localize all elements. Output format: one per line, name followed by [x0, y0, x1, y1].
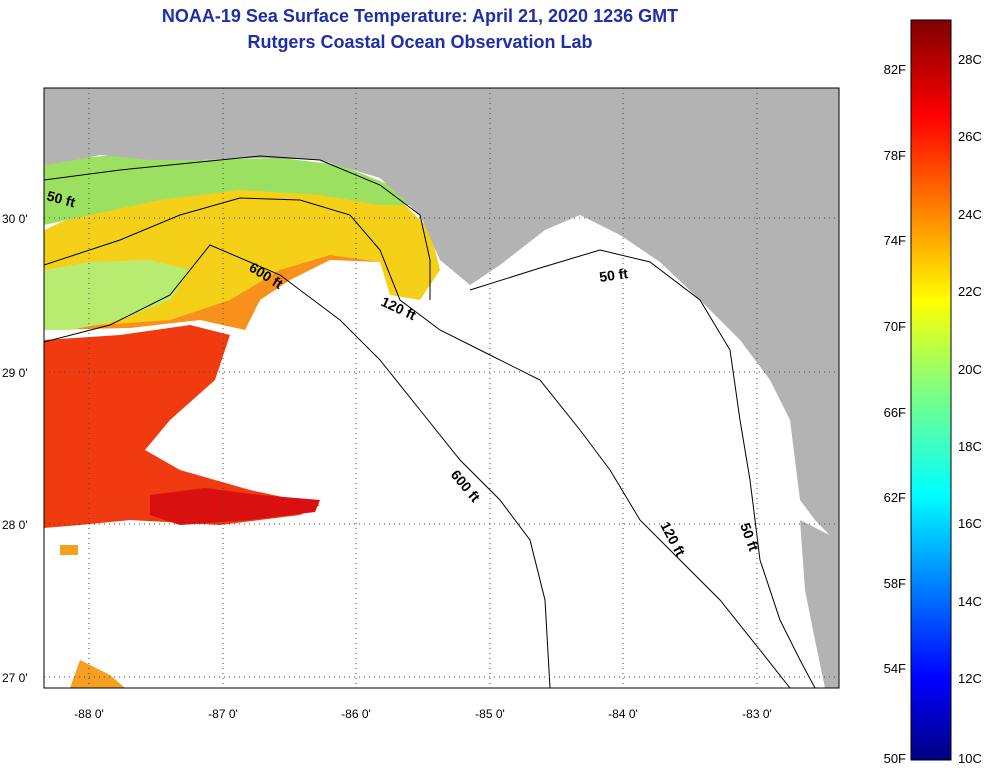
colorbar-c-label: 20C: [958, 362, 982, 377]
colorbar-f-label: 82F: [884, 62, 906, 77]
colorbar-f-label: 78F: [884, 148, 906, 163]
colorbar-c-label: 24C: [958, 207, 982, 222]
colorbar-c-label: 22C: [958, 284, 982, 299]
contour-600ft: [44, 244, 551, 688]
colorbar: [910, 19, 952, 761]
colorbar-f-label: 58F: [884, 576, 906, 591]
lat-tick-label: 27 0': [2, 671, 28, 685]
colorbar-f-label: 66F: [884, 405, 906, 420]
land-area: [44, 88, 839, 545]
lon-tick-label: -86 0': [341, 707, 371, 721]
lat-tick-label: 29 0': [2, 366, 28, 380]
land-peninsula: [800, 520, 839, 688]
colorbar-f-label: 54F: [884, 661, 906, 676]
graticule: [44, 88, 839, 688]
sst-warm-region: [44, 325, 320, 528]
sst-cool-nearshore: [44, 155, 420, 225]
title-line-1: NOAA-19 Sea Surface Temperature: April 2…: [161, 6, 679, 26]
sst-speck: [60, 545, 78, 555]
colorbar-f-label: 62F: [884, 490, 906, 505]
colorbar-c-label: 10C: [958, 751, 982, 766]
sst-cool-west-patch: [44, 260, 190, 330]
lat-tick-label: 28 0': [2, 518, 28, 532]
colorbar-f-label: 74F: [884, 233, 906, 248]
map-frame: [43, 87, 840, 689]
lon-tick-label: -88 0': [74, 707, 104, 721]
colorbar-f-label: 50F: [884, 751, 906, 766]
colorbar-c-label: 12C: [958, 671, 982, 686]
colorbar-c-label: 16C: [958, 516, 982, 531]
contour-120ft: [44, 197, 791, 688]
lon-tick-label: -83 0': [742, 707, 772, 721]
contour-label: 50 ft: [598, 265, 629, 285]
colorbar-c-label: 28C: [958, 52, 982, 67]
title-line-2: Rutgers Coastal Ocean Observation Lab: [247, 32, 593, 52]
sst-small-south-patch: [70, 660, 125, 688]
lon-tick-label: -87 0': [208, 707, 238, 721]
lon-tick-label: -85 0': [475, 707, 505, 721]
colorbar-c-label: 14C: [958, 594, 982, 609]
contour-50ft: [44, 155, 816, 688]
colorbar-c-label: 18C: [958, 439, 982, 454]
lat-tick-label: 30 0': [2, 212, 28, 226]
lon-tick-label: -84 0': [608, 707, 638, 721]
contour-label: 50 ft: [45, 187, 77, 210]
colorbar-c-label: 26C: [958, 129, 982, 144]
isobath-contours: [44, 155, 816, 688]
colorbar-f-label: 70F: [884, 319, 906, 334]
sst-hot-patch: [150, 488, 320, 525]
